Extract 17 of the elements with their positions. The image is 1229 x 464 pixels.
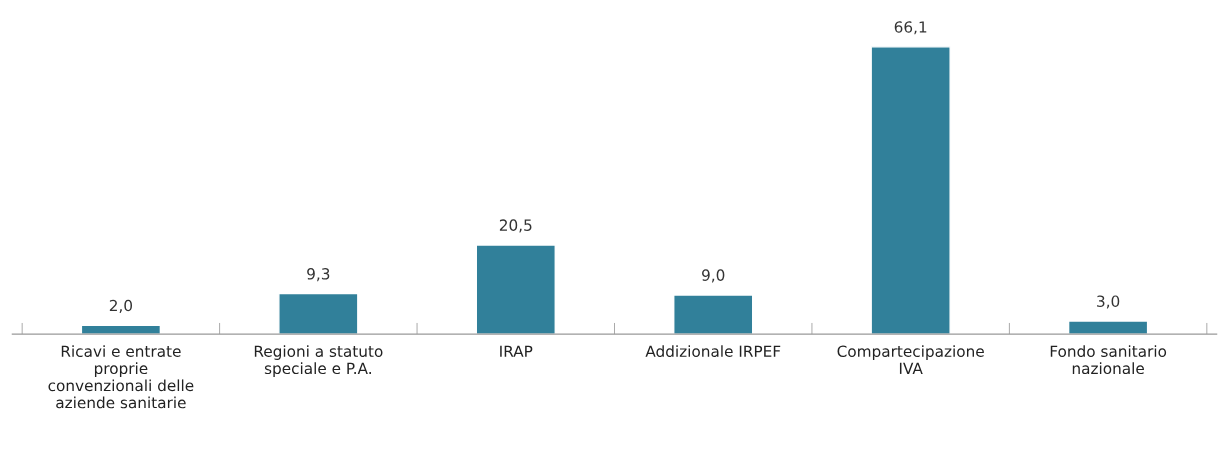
- bar: [673, 294, 754, 335]
- bar: [870, 46, 951, 335]
- bar: [1067, 320, 1149, 335]
- x-tick-label: Ricavi e entrate proprie convenzionali delle aziende sanitarie: [48, 345, 194, 409]
- data-label: 3,0: [1097, 295, 1120, 309]
- x-tick-label: IRAP: [500, 345, 533, 357]
- x-tick-label: Regioni a statuto speciale e P.A.: [254, 345, 383, 378]
- data-label: 9,0: [702, 269, 725, 283]
- bar: [278, 292, 359, 335]
- data-label: 2,0: [109, 299, 133, 313]
- data-label: 20,5: [499, 219, 532, 233]
- data-label: 66,1: [894, 21, 927, 35]
- data-label: 9,3: [307, 268, 330, 282]
- bar: [475, 244, 556, 335]
- x-tick-label: Addizionale IRPEF: [645, 345, 781, 358]
- x-tick-label: Fondo sanitario nazionale: [1050, 345, 1167, 375]
- x-tick-label: Compartecipazione IVA: [837, 345, 984, 374]
